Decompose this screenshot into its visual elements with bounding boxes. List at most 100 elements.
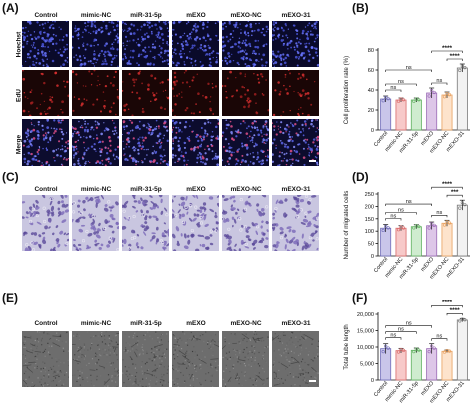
data-point bbox=[384, 224, 388, 228]
significance-bracket bbox=[446, 312, 463, 316]
panel-c-col-mexo-nc: mEXO-NC bbox=[230, 186, 262, 193]
data-point bbox=[445, 220, 449, 224]
micrograph-merge-mexo bbox=[172, 119, 219, 166]
y-tick-label: 150 bbox=[365, 217, 374, 223]
bar-mir-31-5p bbox=[410, 349, 422, 381]
y-tick-label: 20 bbox=[368, 108, 374, 114]
scale-bar-a bbox=[309, 160, 316, 162]
significance-bracket bbox=[431, 214, 448, 218]
data-point bbox=[384, 95, 388, 100]
significance-label: ns bbox=[390, 213, 396, 219]
significance-label: **** bbox=[442, 45, 453, 52]
data-point bbox=[396, 99, 401, 103]
panel-e-col-mexo: mEXO bbox=[186, 320, 206, 327]
bar-mimic-nc bbox=[395, 350, 407, 381]
y-tick-label: 15,000 bbox=[357, 329, 374, 335]
y-tick-label: 200 bbox=[365, 204, 374, 210]
data-point bbox=[430, 222, 434, 226]
significance-bracket bbox=[385, 331, 417, 334]
panel-label-e: (E) bbox=[2, 291, 18, 305]
data-point bbox=[381, 228, 385, 233]
micrograph-transwell-mexo-31 bbox=[272, 195, 319, 251]
significance-bracket bbox=[431, 186, 463, 190]
bar-mir-31-5p bbox=[410, 226, 422, 257]
panel-label-c: (C) bbox=[2, 170, 19, 184]
micrograph-merge-mimic-nc bbox=[72, 119, 119, 166]
data-point bbox=[458, 206, 462, 210]
significance-label: *** bbox=[451, 189, 459, 196]
micrograph-hoechst-mexo-nc bbox=[222, 21, 269, 67]
data-point bbox=[463, 65, 467, 70]
significance-bracket bbox=[446, 194, 463, 198]
data-point bbox=[430, 88, 434, 93]
significance-label: ns bbox=[436, 334, 442, 340]
bar-mexo-31 bbox=[456, 67, 468, 131]
significance-bracket bbox=[431, 82, 448, 85]
significance-bracket bbox=[446, 58, 463, 61]
panel-c-col-control: Control bbox=[34, 186, 58, 193]
significance-label: ns bbox=[406, 65, 412, 71]
bar-mexo-31 bbox=[456, 204, 468, 257]
significance-label: ns bbox=[406, 199, 412, 205]
significance-label: ns bbox=[390, 85, 396, 91]
data-point bbox=[384, 344, 388, 348]
data-point bbox=[386, 97, 390, 101]
panel-c-col-mimic-nc: mimic-NC bbox=[80, 186, 112, 193]
y-tick-label: 0 bbox=[371, 378, 374, 384]
micrograph-transwell-mimic-nc bbox=[72, 195, 119, 251]
data-point bbox=[458, 319, 462, 323]
panel-c-col-mexo-31: mEXO-31 bbox=[281, 186, 311, 193]
y-tick-label: 5,000 bbox=[360, 362, 374, 368]
data-point bbox=[432, 346, 436, 350]
data-point bbox=[412, 99, 416, 103]
bar-control bbox=[380, 227, 392, 257]
data-point bbox=[417, 348, 421, 352]
y-tick-label: 0 bbox=[371, 254, 374, 260]
bar-mimic-nc bbox=[395, 227, 407, 257]
micrograph-edu-mexo-31 bbox=[272, 70, 319, 116]
significance-label: **** bbox=[442, 300, 453, 306]
panel-a-col-control: Control bbox=[34, 12, 58, 19]
micrograph-merge-mexo-31 bbox=[272, 119, 319, 166]
data-point bbox=[460, 201, 464, 205]
significance-bracket bbox=[385, 83, 417, 86]
panel-label-a: (A) bbox=[2, 1, 19, 15]
significance-label: ns bbox=[398, 79, 404, 85]
micrograph-hoechst-control bbox=[22, 21, 69, 67]
micrograph-tube-mexo bbox=[172, 331, 219, 387]
micrograph-tube-mexo-31 bbox=[272, 331, 319, 387]
data-point bbox=[432, 90, 436, 95]
micrograph-tube-mir-31-5p bbox=[122, 331, 169, 387]
data-point bbox=[386, 346, 390, 350]
significance-bracket bbox=[385, 212, 417, 215]
data-point bbox=[427, 226, 431, 230]
micrograph-transwell-control bbox=[22, 195, 69, 251]
y-tick-label: 40 bbox=[368, 88, 374, 94]
panel-b-chart: Cell proliferation rate (%)020406080Cont… bbox=[343, 45, 470, 155]
data-point bbox=[381, 99, 385, 103]
y-tick-label: 20,000 bbox=[357, 312, 374, 318]
data-point bbox=[401, 226, 406, 230]
data-point bbox=[430, 344, 434, 348]
data-point bbox=[396, 350, 401, 354]
y-axis-title: Number of migrated cells bbox=[343, 191, 350, 260]
bar-mexo-nc bbox=[441, 94, 453, 131]
micrograph-edu-mexo bbox=[172, 70, 219, 116]
data-point bbox=[447, 221, 452, 225]
panel-a-col-mimic-nc: mimic-NC bbox=[80, 12, 112, 19]
micrograph-tube-mimic-nc bbox=[72, 331, 119, 387]
panel-f-chart: Total tube length 0 5,000 10,000 15,000 20,00… bbox=[343, 300, 470, 405]
data-point bbox=[401, 98, 406, 102]
y-tick-label: 50 bbox=[368, 242, 374, 248]
bar-mexo-nc bbox=[441, 350, 453, 381]
bar-mimic-nc bbox=[395, 99, 407, 131]
panel-a-col-mexo-nc: mEXO-NC bbox=[230, 12, 262, 19]
micrograph-merge-control bbox=[22, 119, 69, 166]
data-point bbox=[412, 226, 416, 230]
y-tick-label: 80 bbox=[368, 48, 374, 54]
data-point bbox=[447, 93, 452, 97]
significance-label: **** bbox=[450, 307, 461, 314]
micrograph-merge-mexo-nc bbox=[222, 119, 269, 166]
panel-c-col-mexo: mEXO bbox=[186, 186, 206, 193]
significance-label: **** bbox=[450, 53, 461, 60]
